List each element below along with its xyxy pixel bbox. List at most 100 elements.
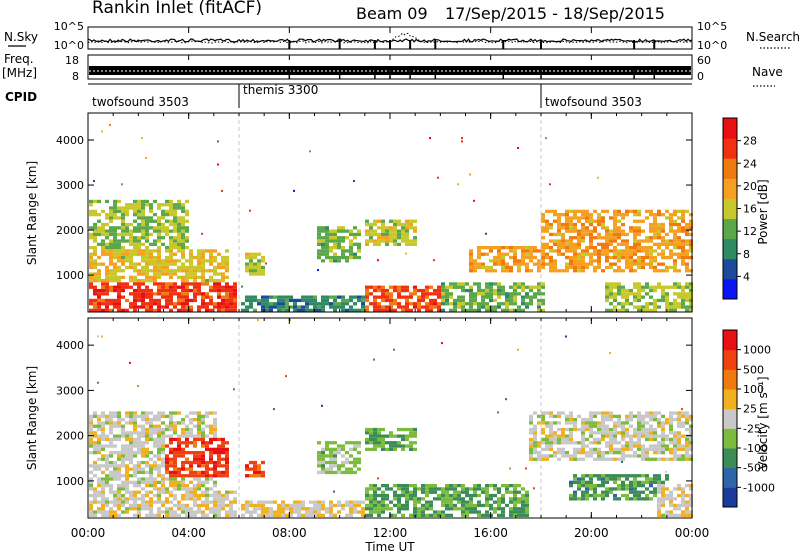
- velocity-cell: [109, 470, 113, 475]
- velocity-cell: [193, 477, 197, 481]
- velocity-cell: [185, 427, 189, 432]
- power-cell: [445, 302, 449, 306]
- velocity-cell: [161, 447, 165, 451]
- velocity-cell: [657, 424, 661, 428]
- power-cell: [157, 302, 161, 306]
- velocity-cell: [609, 418, 613, 422]
- velocity-cell: [169, 424, 173, 428]
- power-cell: [185, 226, 189, 230]
- velocity-cell: [137, 503, 141, 508]
- velocity-cell: [641, 497, 645, 501]
- power-cell: [485, 288, 489, 293]
- power-cell: [581, 232, 585, 237]
- velocity-cell: [101, 487, 105, 491]
- power-cell: [609, 249, 613, 253]
- velocity-cell: [501, 513, 505, 517]
- power-cell: [377, 239, 381, 243]
- velocity-cell: [257, 500, 261, 504]
- velocity-cell: [217, 464, 221, 468]
- power-cell: [541, 255, 545, 260]
- power-cell: [553, 259, 557, 263]
- velocity-cell: [253, 460, 257, 465]
- power-cell: [593, 219, 597, 223]
- velocity-cell: [553, 434, 557, 438]
- velocity-cell: [133, 414, 137, 418]
- power-cell: [437, 308, 441, 312]
- velocity-cell: [577, 414, 581, 418]
- velocity-cell: [153, 424, 157, 428]
- power-cell: [101, 239, 105, 243]
- power-cell: [89, 255, 93, 260]
- power-cell: [373, 232, 377, 237]
- power-cell: [149, 305, 153, 309]
- velocity-cell: [233, 510, 237, 514]
- power-cell: [601, 246, 605, 250]
- velocity-cell: [421, 487, 425, 491]
- power-cell: [689, 226, 693, 230]
- velocity-cell: [265, 507, 269, 511]
- velocity-cell: [385, 484, 389, 488]
- velocity-cell: [189, 507, 193, 511]
- velocity-cell: [357, 503, 361, 508]
- velocity-cell: [189, 460, 193, 465]
- power-cell: [197, 285, 201, 289]
- station-title: Rankin Inlet (fitACF): [92, 0, 262, 18]
- velocity-cell: [549, 441, 553, 445]
- velocity-cell: [185, 503, 189, 508]
- velocity-cell: [685, 418, 689, 422]
- power-cell: [121, 229, 125, 233]
- power-cell: [393, 239, 397, 243]
- velocity-cell: [613, 437, 617, 442]
- velocity-cell: [229, 510, 233, 514]
- power-cell: [589, 222, 593, 227]
- velocity-cell: [385, 434, 389, 438]
- power-cell: [509, 246, 513, 250]
- power-cell: [389, 285, 393, 289]
- power-cell: [605, 282, 609, 286]
- power-cell: [89, 298, 93, 303]
- power-cell: [313, 305, 317, 309]
- velocity-cell: [581, 451, 585, 455]
- power-cell: [153, 213, 157, 217]
- power-cell: [365, 295, 369, 299]
- power-cell: [189, 275, 193, 279]
- power-cell: [605, 236, 609, 240]
- velocity-cell: [625, 418, 629, 422]
- power-cell: [337, 226, 341, 230]
- power-cell: [541, 249, 545, 253]
- power-cell: [421, 292, 425, 296]
- velocity-cell: [565, 421, 569, 425]
- velocity-cell: [481, 513, 485, 517]
- velocity-cell: [469, 487, 473, 491]
- velocity-cell: [581, 474, 585, 478]
- velocity-cell: [117, 487, 121, 491]
- power-cell: [625, 265, 629, 270]
- velocity-cell: [325, 460, 329, 465]
- power-cell: [305, 298, 309, 303]
- power-cell: [569, 249, 573, 253]
- velocity-cell: [369, 500, 373, 504]
- velocity-cell: [373, 493, 377, 498]
- power-cell: [205, 308, 209, 312]
- velocity-cell: [493, 507, 497, 511]
- velocity-cell: [177, 434, 181, 438]
- power-cell: [105, 298, 109, 303]
- power-cell: [181, 295, 185, 299]
- velocity-cell: [485, 487, 489, 491]
- velocity-cell: [89, 510, 93, 514]
- power-cell: [277, 305, 281, 309]
- velocity-cell: [681, 503, 685, 508]
- power-cell: [649, 226, 653, 230]
- velocity-cell: [409, 427, 413, 432]
- power-cell: [253, 252, 257, 256]
- velocity-cell: [601, 411, 605, 415]
- velocity-cell: [589, 474, 593, 478]
- power-cell: [177, 246, 181, 250]
- velocity-cell: [157, 510, 161, 514]
- velocity-cell: [685, 500, 689, 504]
- power-cell: [117, 259, 121, 263]
- velocity-cell: [513, 507, 517, 511]
- power-cell: [149, 308, 153, 312]
- power-cell: [601, 252, 605, 256]
- velocity-cell: [161, 487, 165, 491]
